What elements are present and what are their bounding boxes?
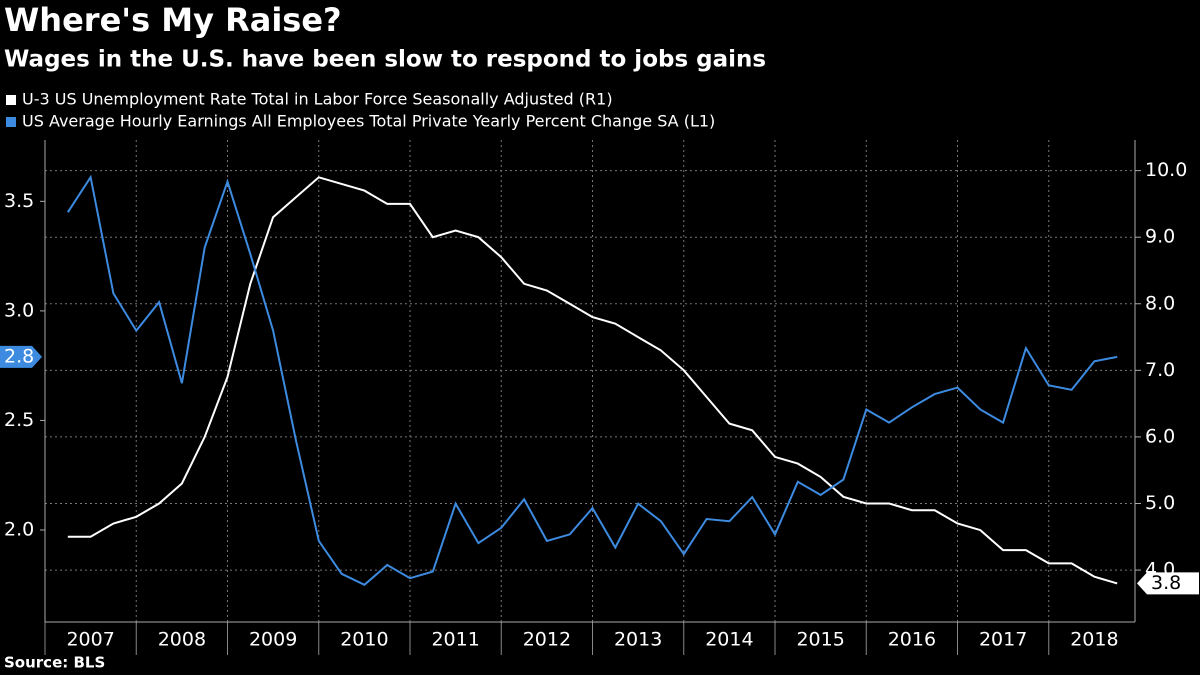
series-line <box>66 174 1118 586</box>
chart-title: Where's My Raise? <box>4 1 342 39</box>
chart-subtitle: Wages in the U.S. have been slow to resp… <box>4 47 766 73</box>
y-tick-label: 2.0 <box>4 518 34 540</box>
x-tick-label: 2007 <box>66 629 114 651</box>
y2-tick-label: 5.0 <box>1145 492 1175 514</box>
y-tick-label: 2.5 <box>4 409 34 431</box>
legend-swatch <box>6 117 16 127</box>
legend-label: U-3 US Unemployment Rate Total in Labor … <box>22 90 613 109</box>
y2-tick-label: 8.0 <box>1145 292 1175 314</box>
x-tick-label: 2009 <box>249 629 297 651</box>
y-tick-label: 3.0 <box>4 299 34 321</box>
x-tick-label: 2010 <box>340 629 388 651</box>
y2-tick-label: 6.0 <box>1145 425 1175 447</box>
x-tick-label: 2012 <box>523 629 571 651</box>
end-tag <box>0 345 42 368</box>
series-line <box>67 176 1118 585</box>
x-tick-label: 2017 <box>979 629 1027 651</box>
y2-tick-label: 9.0 <box>1145 226 1175 248</box>
x-tick-label: 2018 <box>1070 629 1118 651</box>
y2-tick-label: 10.0 <box>1145 159 1187 181</box>
y2-tick-label: 7.0 <box>1145 359 1175 381</box>
end-label: 3.8 <box>1151 572 1181 594</box>
x-tick-label: 2008 <box>158 629 206 651</box>
legend-swatch <box>6 95 16 105</box>
x-tick-label: 2011 <box>431 629 479 651</box>
x-tick-label: 2016 <box>888 629 936 651</box>
legend-label: US Average Hourly Earnings All Employees… <box>22 112 715 131</box>
x-tick-label: 2014 <box>705 629 753 651</box>
y-tick-label: 3.5 <box>4 190 34 212</box>
source: Source: BLS <box>4 654 105 672</box>
x-tick-label: 2013 <box>614 629 662 651</box>
end-label: 2.8 <box>4 345 34 367</box>
end-tag <box>1137 572 1199 595</box>
x-tick-label: 2015 <box>796 629 844 651</box>
